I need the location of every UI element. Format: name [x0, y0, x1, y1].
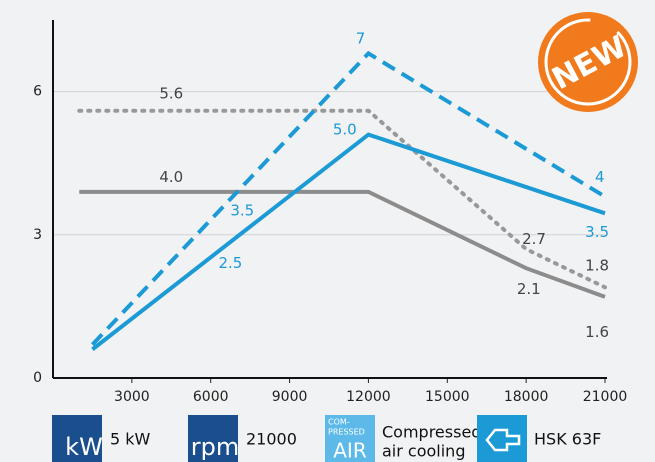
icon-text: rpm — [191, 433, 239, 461]
feature-label: air cooling — [382, 442, 465, 461]
icon-box — [188, 415, 238, 462]
x-tick-label: 12000 — [346, 389, 391, 405]
x-tick-label: 3000 — [114, 389, 150, 405]
icon-text: kW — [65, 433, 103, 461]
annotation: 3.5 — [585, 223, 609, 241]
annotation: 1.6 — [585, 323, 609, 341]
annotation: 7 — [356, 30, 366, 48]
annotation: 1.8 — [585, 256, 609, 274]
feature-label: HSK 63F — [534, 430, 601, 449]
annotation: 2.7 — [522, 230, 546, 248]
y-tick-label: 3 — [33, 227, 42, 243]
x-tick-label: 15000 — [425, 389, 470, 405]
annotation: 5.0 — [333, 120, 357, 138]
feature-label: Compressed — [382, 423, 481, 442]
icon-text: PRESSED — [328, 428, 365, 437]
icon-box — [325, 415, 375, 462]
x-tick-label: 18000 — [504, 389, 549, 405]
series-line — [77, 108, 607, 290]
annotation: 2.5 — [218, 254, 242, 272]
icon-box — [52, 415, 102, 462]
y-tick-label: 6 — [33, 84, 42, 100]
annotation: 4.0 — [159, 168, 183, 186]
series-line — [90, 50, 607, 346]
series-line — [79, 189, 606, 299]
badge: NEW — [538, 12, 638, 112]
annotation: 2.1 — [517, 280, 541, 298]
icon-text: COM- — [328, 418, 350, 427]
x-tick-label: 21000 — [583, 389, 628, 405]
x-tick-label: 6000 — [193, 389, 229, 405]
feature-label: 21000 — [246, 430, 297, 449]
series-line — [91, 132, 606, 351]
feature-label: 5 kW — [110, 430, 151, 449]
badge-inner-ring — [544, 18, 632, 106]
badge-ring — [538, 12, 638, 112]
x-tick-label: 9000 — [272, 389, 308, 405]
annotation: 4 — [595, 168, 605, 186]
tool-icon — [485, 428, 521, 452]
annotation: 3.5 — [230, 201, 254, 219]
y-tick-label: 0 — [33, 370, 42, 386]
annotation: 5.6 — [159, 84, 183, 102]
icon-text: AIR — [333, 439, 367, 462]
